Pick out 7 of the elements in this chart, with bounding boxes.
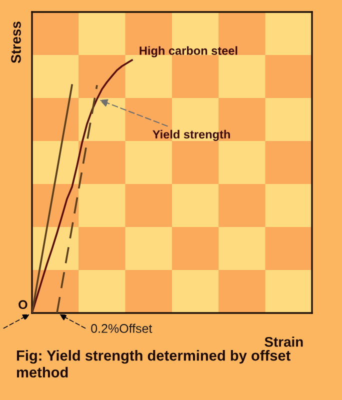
y-axis-title: Stress — [11, 22, 21, 64]
text: O — [18, 300, 28, 310]
text: 0.2%Offset — [91, 324, 152, 333]
x-axis-title: Strain — [264, 336, 303, 347]
annotation: Yield strength — [152, 130, 230, 141]
text: Fig: Yield strength determined by offset method — [16, 350, 291, 378]
series-label: High carbon steel — [140, 46, 238, 58]
